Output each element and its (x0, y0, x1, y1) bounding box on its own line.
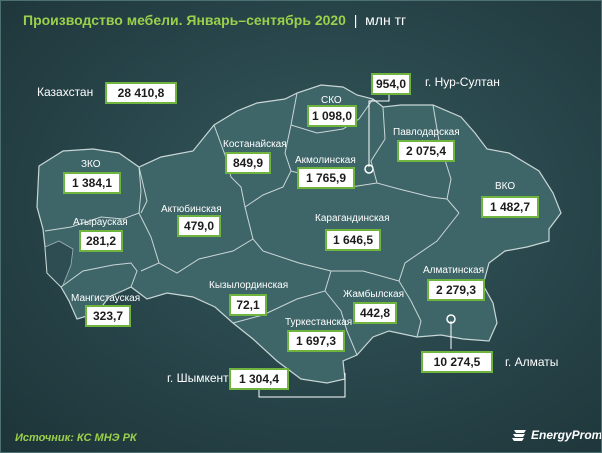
region-label-aktobe: Актюбинская (161, 204, 222, 215)
region-label-shymkent: г. Шымкент (167, 371, 229, 385)
region-value-turkestan: 1 697,3 (287, 330, 345, 352)
region-value-vko: 1 482,7 (481, 196, 539, 218)
source-note: Источник: КС МНЭ РК (15, 432, 137, 444)
region-label-karaganda: Карагандинская (315, 213, 390, 224)
region-value-mangistau: 323,7 (85, 305, 131, 327)
region-value-almaty-obl: 2 279,3 (427, 279, 485, 301)
region-label-almaty: г. Алматы (505, 355, 558, 369)
region-label-pavlodar: Павлодарская (393, 127, 460, 138)
region-value-karaganda: 1 646,5 (325, 229, 381, 251)
region-label-nur-sultan: г. Нур-Султан (425, 75, 500, 89)
region-value-almaty: 10 274,5 (421, 351, 493, 373)
region-value-atyrau: 281,2 (79, 230, 123, 252)
region-value-sko: 1 098,0 (307, 105, 357, 127)
region-label-atyrau: Атырауская (73, 217, 128, 228)
total-label: Казахстан (37, 85, 93, 99)
region-label-vko: ВКО (495, 181, 515, 192)
region-value-akmola: 1 765,9 (297, 167, 355, 189)
region-label-akmola: Акмолинская (295, 155, 356, 166)
energyprom-logo-icon (512, 428, 528, 442)
region-label-zhambyl: Жамбылская (343, 289, 404, 300)
region-label-mangistau: Мангистауская (71, 293, 140, 304)
total-value: 28 410,8 (105, 82, 177, 104)
region-label-almaty-obl: Алматинская (423, 265, 484, 276)
region-value-kostanay: 849,9 (225, 152, 271, 174)
region-label-kostanay: Костанайская (223, 139, 287, 150)
region-value-nur-sultan: 954,0 (371, 73, 411, 95)
brand-logo: EnergyProm (512, 428, 602, 442)
region-value-shymkent: 1 304,4 (229, 368, 289, 390)
region-label-kyzylorda: Кызылординская (209, 280, 288, 291)
region-value-zko: 1 384,1 (63, 172, 121, 194)
region-value-pavlodar: 2 075,4 (397, 140, 455, 162)
brand-name: EnergyProm (531, 428, 602, 442)
region-value-kyzylorda: 72,1 (229, 294, 267, 316)
region-value-aktobe: 479,0 (177, 215, 221, 237)
region-value-zhambyl: 442,8 (353, 302, 397, 324)
region-label-turkestan: Туркестанская (285, 317, 352, 328)
region-label-zko: ЗКО (81, 159, 101, 170)
